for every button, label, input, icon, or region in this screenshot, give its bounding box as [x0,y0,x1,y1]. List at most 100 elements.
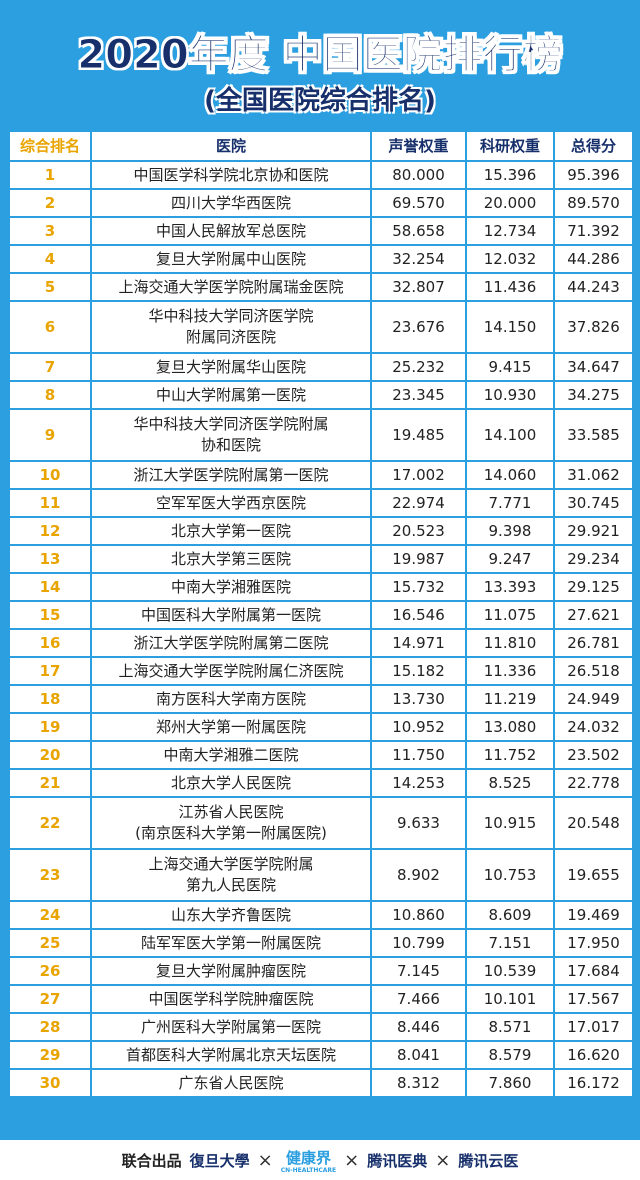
score-cell: 10.930 [465,380,555,410]
score-cell: 17.684 [553,956,634,986]
table-row: 30 广东省人民医院 8.312 7.860 16.172 [8,1068,634,1098]
score-cell: 9.415 [465,352,555,382]
score-cell: 11.436 [465,272,555,302]
score-cell: 14.971 [370,628,467,658]
score-cell: 10.915 [465,796,555,850]
rank-cell: 17 [8,656,92,686]
table-row: 2 四川大学华西医院 69.570 20.000 89.570 [8,188,634,218]
hospital-cell: 中国人民解放军总医院 [90,216,372,246]
score-cell: 24.949 [553,684,634,714]
partner: 腾讯医典 [367,1151,428,1170]
hospital-cell: 复旦大学附属肿瘤医院 [90,956,372,986]
table-row: 15 中国医科大学附属第一医院 16.546 11.075 27.621 [8,600,634,630]
score-cell: 20.548 [553,796,634,850]
score-cell: 11.075 [465,600,555,630]
hospital-cell: 中国医科大学附属第一医院 [90,600,372,630]
score-cell: 13.080 [465,712,555,742]
header-row: 综合排名 医院 声誉权重 科研权重 总得分 [8,130,634,162]
column-header: 综合排名 [8,130,92,162]
score-cell: 20.000 [465,188,555,218]
rank-cell: 6 [8,300,92,354]
rank-cell: 10 [8,460,92,490]
rank-cell: 8 [8,380,92,410]
column-header: 科研权重 [465,130,555,162]
partner: 腾讯云医 [458,1151,519,1170]
score-cell: 15.732 [370,572,467,602]
table-row: 7 复旦大学附属华山医院 25.232 9.415 34.647 [8,352,634,382]
rank-cell: 15 [8,600,92,630]
score-cell: 19.987 [370,544,467,574]
rank-cell: 13 [8,544,92,574]
partner: 復旦大學 [189,1151,250,1170]
score-cell: 11.336 [465,656,555,686]
score-cell: 12.734 [465,216,555,246]
hospital-cell: 华中科技大学同济医学院附属 协和医院 [90,408,372,462]
score-cell: 30.745 [553,488,634,518]
score-cell: 14.253 [370,768,467,798]
score-cell: 29.921 [553,516,634,546]
score-cell: 11.750 [370,740,467,770]
score-cell: 8.579 [465,1040,555,1070]
score-cell: 13.730 [370,684,467,714]
score-cell: 17.950 [553,928,634,958]
separator: × [257,1149,273,1171]
table-row: 26 复旦大学附属肿瘤医院 7.145 10.539 17.684 [8,956,634,986]
score-cell: 10.952 [370,712,467,742]
hospital-cell: 四川大学华西医院 [90,188,372,218]
score-cell: 26.781 [553,628,634,658]
table-row: 20 中南大学湘雅二医院 11.750 11.752 23.502 [8,740,634,770]
score-cell: 7.860 [465,1068,555,1098]
score-cell: 10.860 [370,900,467,930]
score-cell: 32.807 [370,272,467,302]
table-row: 27 中国医学科学院肿瘤医院 7.466 10.101 17.567 [8,984,634,1014]
score-cell: 22.778 [553,768,634,798]
score-cell: 19.485 [370,408,467,462]
table-row: 3 中国人民解放军总医院 58.658 12.734 71.392 [8,216,634,246]
table-row: 12 北京大学第一医院 20.523 9.398 29.921 [8,516,634,546]
table-row: 5 上海交通大学医学院附属瑞金医院 32.807 11.436 44.243 [8,272,634,302]
table-row: 17 上海交通大学医学院附属仁济医院 15.182 11.336 26.518 [8,656,634,686]
table-row: 10 浙江大学医学院附属第一医院 17.002 14.060 31.062 [8,460,634,490]
score-cell: 23.345 [370,380,467,410]
ranking-table: 综合排名 医院 声誉权重 科研权重 总得分 1 中国医学科学院北京协和医院 80.000 15… [8,130,634,1098]
rank-cell: 18 [8,684,92,714]
score-cell: 16.172 [553,1068,634,1098]
column-header: 医院 [90,130,372,162]
hospital-cell: 浙江大学医学院附属第一医院 [90,460,372,490]
score-cell: 8.312 [370,1068,467,1098]
score-cell: 33.585 [553,408,634,462]
score-cell: 10.753 [465,848,555,902]
score-cell: 15.182 [370,656,467,686]
score-cell: 95.396 [553,160,634,190]
score-cell: 26.518 [553,656,634,686]
score-cell: 11.219 [465,684,555,714]
score-cell: 11.810 [465,628,555,658]
hospital-cell: 中南大学湘雅二医院 [90,740,372,770]
score-cell: 8.571 [465,1012,555,1042]
table-row: 19 郑州大学第一附属医院 10.952 13.080 24.032 [8,712,634,742]
hospital-cell: 北京大学人民医院 [90,768,372,798]
hospital-cell: 广州医科大学附属第一医院 [90,1012,372,1042]
score-cell: 16.620 [553,1040,634,1070]
partner-name: 健康界 [285,1148,331,1167]
score-cell: 9.633 [370,796,467,850]
score-cell: 29.234 [553,544,634,574]
table-row: 16 浙江大学医学院附属第二医院 14.971 11.810 26.781 [8,628,634,658]
table-row: 22 江苏省人民医院 (南京医科大学第一附属医院) 9.633 10.915 20.54… [8,796,634,850]
table-row: 29 首都医科大学附属北京天坛医院 8.041 8.579 16.620 [8,1040,634,1070]
score-cell: 37.826 [553,300,634,354]
score-cell: 8.446 [370,1012,467,1042]
rank-cell: 11 [8,488,92,518]
rank-cell: 30 [8,1068,92,1098]
rank-cell: 2 [8,188,92,218]
hospital-cell: 上海交通大学医学院附属瑞金医院 [90,272,372,302]
score-cell: 17.567 [553,984,634,1014]
score-cell: 44.243 [553,272,634,302]
hospital-cell: 上海交通大学医学院附属仁济医院 [90,656,372,686]
score-cell: 9.247 [465,544,555,574]
score-cell: 7.466 [370,984,467,1014]
table-row: 18 南方医科大学南方医院 13.730 11.219 24.949 [8,684,634,714]
rank-cell: 7 [8,352,92,382]
score-cell: 25.232 [370,352,467,382]
